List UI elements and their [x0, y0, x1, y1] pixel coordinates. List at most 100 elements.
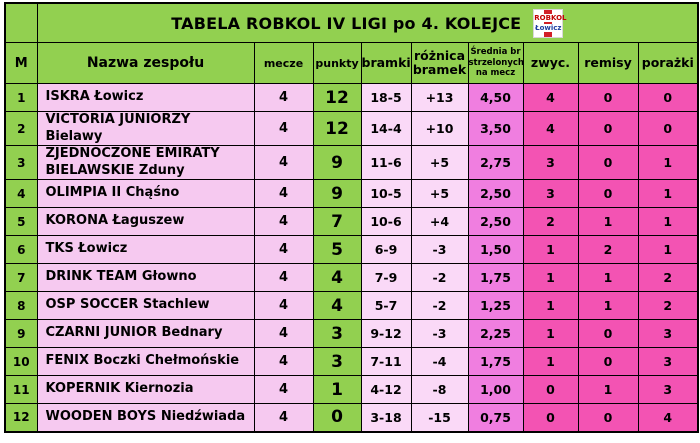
robkol-logo-icon: ROBKOL Łowicz	[533, 8, 567, 38]
cell-bramki: 11-6	[360, 145, 412, 180]
column-header-remisy: remisy	[577, 42, 639, 84]
cell-m: 11	[4, 375, 38, 404]
header-row: M Nazwa zespołu mecze punkty bramki różnica b…	[4, 42, 699, 84]
cell-porazki: 3	[637, 319, 699, 348]
cell-bramki: 10-6	[360, 207, 412, 236]
title-m-cell	[4, 2, 38, 43]
cell-roznica: -8	[410, 375, 469, 404]
cell-remisy: 1	[577, 375, 639, 404]
cell-porazki: 1	[637, 145, 699, 180]
cell-punkty: 12	[312, 111, 362, 146]
cell-remisy: 0	[577, 319, 639, 348]
cell-porazki: 1	[637, 179, 699, 208]
cell-bramki: 7-9	[360, 263, 412, 292]
cell-name: OSP SOCCER Stachlew	[36, 291, 255, 320]
cell-name: CZARNI JUNIOR Bednary	[36, 319, 255, 348]
cell-mecze: 4	[253, 291, 314, 320]
cell-remisy: 1	[577, 263, 639, 292]
title-cell: TABELA ROBKOL IV LIGI po 4. KOLEJCE ROBK…	[36, 2, 699, 43]
cell-mecze: 4	[253, 319, 314, 348]
cell-bramki: 14-4	[360, 111, 412, 146]
cell-remisy: 0	[577, 83, 639, 112]
column-header-porazki: porażki	[637, 42, 699, 84]
cell-remisy: 0	[577, 403, 639, 432]
cell-punkty: 9	[312, 145, 362, 180]
cell-bramki: 10-5	[360, 179, 412, 208]
title-row: TABELA ROBKOL IV LIGI po 4. KOLEJCE ROBK…	[4, 2, 699, 43]
cell-bramki: 5-7	[360, 291, 412, 320]
table-row: 5 KORONA Łaguszew 4 7 10-6 +4 2,50 2 1 1	[4, 207, 699, 236]
table-row: 4 OLIMPIA II Chąśno 4 9 10-5 +5 2,50 3 0 1	[4, 179, 699, 208]
cell-punkty: 4	[312, 263, 362, 292]
cell-remisy: 1	[577, 207, 639, 236]
column-header-zwyc: zwyc.	[522, 42, 579, 84]
cell-zwyc: 0	[522, 375, 579, 404]
cell-roznica: -3	[410, 235, 469, 264]
cell-roznica: -15	[410, 403, 469, 432]
cell-zwyc: 4	[522, 83, 579, 112]
league-table: TABELA ROBKOL IV LIGI po 4. KOLEJCE ROBK…	[4, 2, 700, 433]
logo-line1: ROBKOL	[534, 13, 567, 22]
cell-m: 6	[4, 235, 38, 264]
cell-name: ISKRA Łowicz	[36, 83, 255, 112]
cell-srednia: 1,75	[467, 347, 524, 376]
cell-m: 8	[4, 291, 38, 320]
table-row: 6 TKS Łowicz 4 5 6-9 -3 1,50 1 2 1	[4, 235, 699, 264]
cell-m: 1	[4, 83, 38, 112]
column-header-m: M	[4, 42, 38, 84]
cell-srednia: 2,25	[467, 319, 524, 348]
cell-porazki: 3	[637, 375, 699, 404]
cell-zwyc: 0	[522, 403, 579, 432]
cell-mecze: 4	[253, 263, 314, 292]
cell-porazki: 2	[637, 263, 699, 292]
cell-name: WOODEN BOYS Niedźwiada	[36, 403, 255, 432]
table-row: 9 CZARNI JUNIOR Bednary 4 3 9-12 -3 2,25 1 0 3	[4, 319, 699, 348]
cell-mecze: 4	[253, 179, 314, 208]
cell-mecze: 4	[253, 145, 314, 180]
cell-roznica: -2	[410, 291, 469, 320]
cell-name: OLIMPIA II Chąśno	[36, 179, 255, 208]
table-row: 12 WOODEN BOYS Niedźwiada 4 0 3-18 -15 0,75 0 0 4	[4, 403, 699, 432]
cell-punkty: 5	[312, 235, 362, 264]
cell-mecze: 4	[253, 375, 314, 404]
cell-mecze: 4	[253, 235, 314, 264]
cell-name: VICTORIA JUNIORZY Bielawy	[36, 111, 255, 146]
cell-mecze: 4	[253, 207, 314, 236]
cell-roznica: +5	[410, 145, 469, 180]
table-row: 8 OSP SOCCER Stachlew 4 4 5-7 -2 1,25 1 1 2	[4, 291, 699, 320]
column-header-punkty: punkty	[312, 42, 362, 84]
table-row: 7 DRINK TEAM Głowno 4 4 7-9 -2 1,75 1 1 2	[4, 263, 699, 292]
cell-srednia: 1,50	[467, 235, 524, 264]
cell-mecze: 4	[253, 83, 314, 112]
logo-red-stripe-icon	[544, 9, 553, 37]
cell-porazki: 3	[637, 347, 699, 376]
cell-remisy: 0	[577, 347, 639, 376]
cell-bramki: 6-9	[360, 235, 412, 264]
cell-name: TKS Łowicz	[36, 235, 255, 264]
cell-roznica: -3	[410, 319, 469, 348]
cell-srednia: 0,75	[467, 403, 524, 432]
column-header-name: Nazwa zespołu	[36, 42, 255, 84]
cell-bramki: 7-11	[360, 347, 412, 376]
table-row: 10 FENIX Boczki Chełmońskie 4 3 7-11 -4 1,75 1 0…	[4, 347, 699, 376]
cell-roznica: +10	[410, 111, 469, 146]
cell-m: 10	[4, 347, 38, 376]
cell-bramki: 4-12	[360, 375, 412, 404]
cell-remisy: 0	[577, 111, 639, 146]
table-row: 3 ZJEDNOCZONE EMIRATY BIELAWSKIE Zduny 4 9 1…	[4, 145, 699, 180]
cell-punkty: 0	[312, 403, 362, 432]
cell-srednia: 2,50	[467, 179, 524, 208]
cell-srednia: 1,25	[467, 291, 524, 320]
cell-roznica: +5	[410, 179, 469, 208]
cell-porazki: 2	[637, 291, 699, 320]
table-body: 1 ISKRA Łowicz 4 12 18-5 +13 4,50 4 0 0 2 VICTORIA …	[4, 83, 699, 432]
logo-line2: Łowicz	[534, 23, 563, 32]
cell-mecze: 4	[253, 347, 314, 376]
cell-name: KORONA Łaguszew	[36, 207, 255, 236]
cell-zwyc: 1	[522, 291, 579, 320]
cell-roznica: -2	[410, 263, 469, 292]
cell-mecze: 4	[253, 111, 314, 146]
cell-mecze: 4	[253, 403, 314, 432]
logo-text: ROBKOL Łowicz	[534, 13, 567, 32]
cell-bramki: 9-12	[360, 319, 412, 348]
